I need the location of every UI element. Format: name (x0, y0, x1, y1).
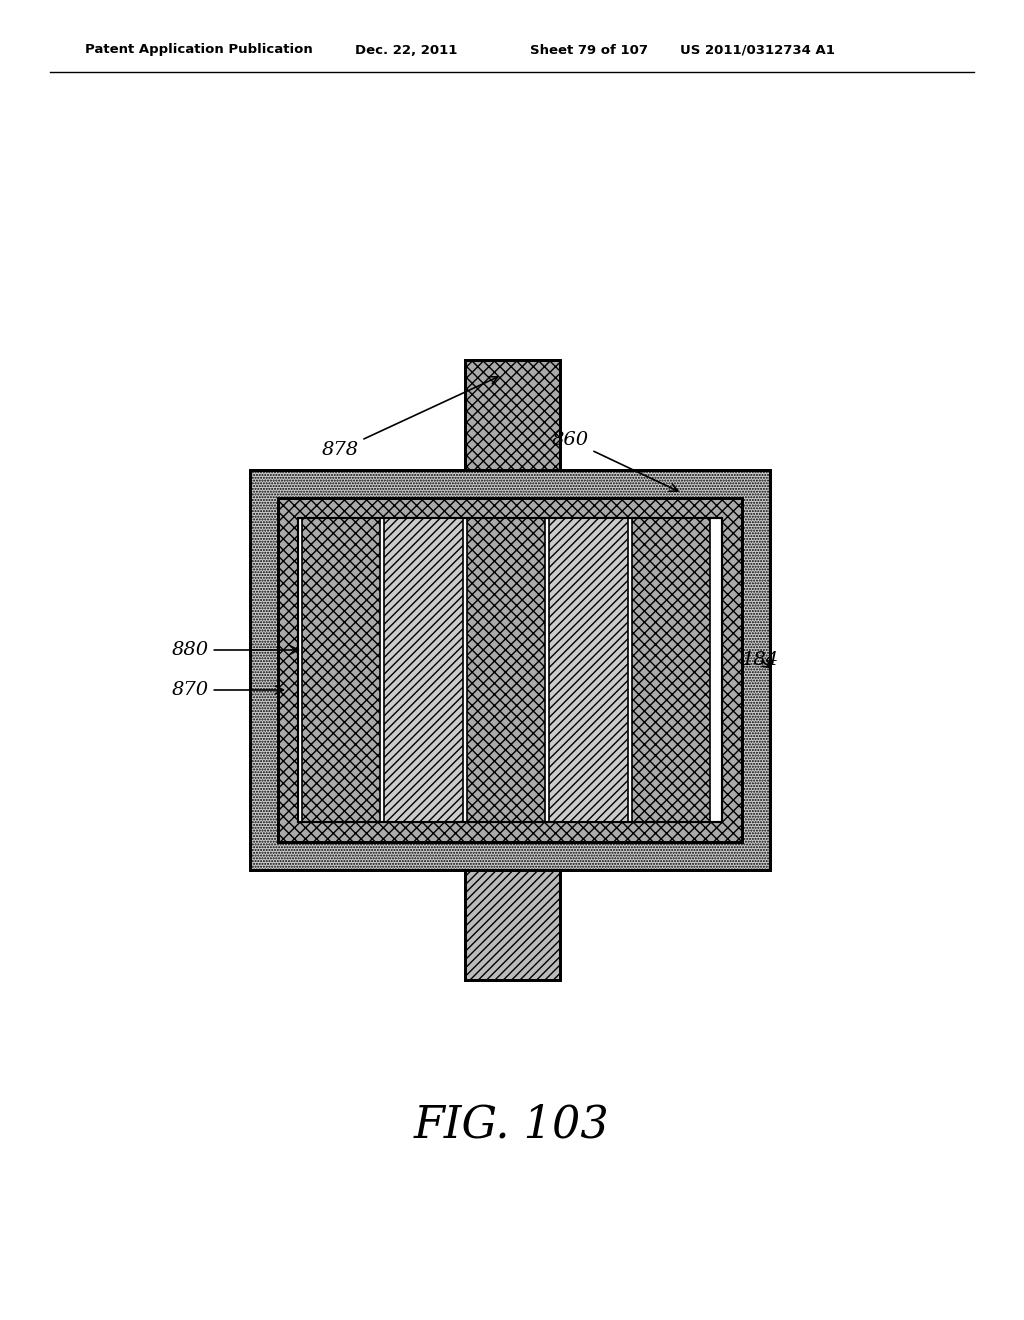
Text: Dec. 22, 2011: Dec. 22, 2011 (355, 44, 458, 57)
Bar (465, 870, 560, 979)
Bar (549, 517, 628, 822)
Bar (384, 517, 463, 822)
Bar (465, 360, 560, 470)
Text: 860: 860 (552, 432, 678, 491)
Bar (250, 470, 770, 870)
Text: Sheet 79 of 107: Sheet 79 of 107 (530, 44, 648, 57)
Text: Patent Application Publication: Patent Application Publication (85, 44, 312, 57)
Bar (465, 870, 560, 979)
Text: 878: 878 (322, 376, 498, 459)
Bar (250, 470, 770, 870)
Bar (298, 517, 722, 822)
Bar (298, 517, 722, 822)
Bar (465, 360, 560, 470)
Text: FIG. 103: FIG. 103 (414, 1104, 610, 1147)
Bar (632, 517, 710, 822)
Text: 870: 870 (171, 681, 284, 700)
Text: US 2011/0312734 A1: US 2011/0312734 A1 (680, 44, 835, 57)
Text: 880: 880 (171, 642, 298, 659)
Bar (278, 498, 742, 842)
Text: 184: 184 (741, 651, 778, 669)
Bar (467, 517, 545, 822)
Bar (302, 517, 380, 822)
Bar (278, 498, 742, 842)
